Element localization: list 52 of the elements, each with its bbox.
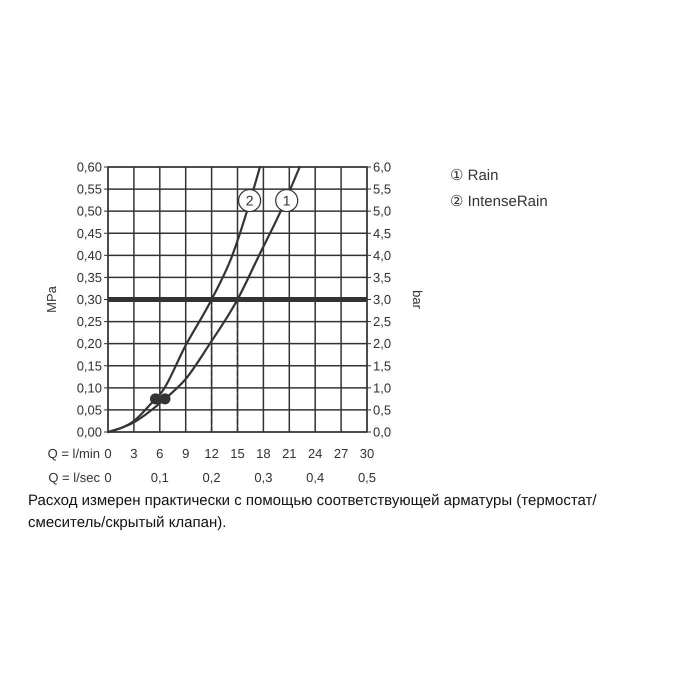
y2-tick-label: 3,0 — [373, 292, 392, 308]
y-tick-label: 0,05 — [76, 402, 102, 418]
y2-tick-label: 5,5 — [373, 182, 392, 197]
x-tick-label: 27 — [334, 446, 348, 461]
x-axis-title: Q = l/min — [48, 446, 100, 461]
text: ② IntenseRain — [450, 193, 548, 210]
y2-tick-label: 6,0 — [373, 160, 392, 175]
y-axis-title: MPa — [44, 285, 59, 313]
y-tick-label: 0,35 — [76, 270, 102, 285]
y-tick-label: 0,45 — [76, 226, 102, 241]
x-tick-label: 3 — [130, 446, 138, 461]
text: Расход измерен практически с помощью соответствующей арматуры (термостат/смеситель/скрытый клапан). — [28, 491, 598, 533]
x-tick-label: 24 — [308, 446, 322, 461]
y2-tick-label: 4,0 — [373, 248, 392, 263]
x-tick-label: 12 — [204, 446, 219, 461]
y-tick-label: 0,40 — [76, 248, 102, 263]
x-tick-label: 15 — [230, 446, 245, 461]
annotation: 2 — [246, 192, 254, 208]
x2-tick-label: 0,3 — [254, 470, 272, 485]
y2-tick-label: 2,5 — [373, 314, 392, 330]
y2-tick-label: 0,5 — [373, 402, 392, 418]
annotation: 1 — [282, 192, 291, 208]
y-tick-label: 0,50 — [76, 204, 102, 219]
y2-axis-title: bar — [410, 290, 425, 310]
x2-axis-title: Q = l/sec — [48, 470, 100, 485]
y-tick-label: 0,20 — [76, 336, 102, 352]
y2-tick-label: 3,5 — [373, 270, 392, 285]
y2-tick-label: 5,0 — [373, 204, 392, 219]
y-tick-label: 0,15 — [76, 358, 102, 374]
y-tick-label: 0,55 — [76, 182, 102, 197]
x2-tick-label: 0,2 — [202, 470, 221, 485]
x-tick-label: 18 — [256, 446, 271, 461]
y-tick-label: 0,30 — [76, 292, 102, 308]
y-tick-label: 0,25 — [76, 314, 102, 330]
x2-tick-label: 0,5 — [358, 470, 376, 485]
y2-tick-label: 0,0 — [373, 424, 392, 440]
x-tick-label: 21 — [282, 446, 297, 461]
y-tick-label: 0,00 — [76, 424, 102, 440]
x-tick-label: 30 — [360, 446, 374, 461]
y-tick-label: 0,60 — [76, 160, 102, 175]
x2-tick-label: 0 — [104, 470, 112, 485]
x-tick-label: 6 — [156, 446, 164, 461]
y2-tick-label: 2,0 — [373, 336, 392, 352]
x2-tick-label: 0,4 — [306, 470, 324, 485]
y2-tick-label: 1,0 — [373, 380, 392, 396]
y-tick-label: 0,10 — [76, 380, 102, 396]
x-tick-label: 0 — [104, 446, 112, 461]
y2-tick-label: 4,5 — [373, 226, 392, 241]
text: ① Rain — [450, 167, 498, 184]
y2-tick-label: 1,5 — [373, 358, 392, 374]
x2-tick-label: 0,1 — [150, 470, 169, 485]
x-tick-label: 9 — [182, 446, 190, 461]
